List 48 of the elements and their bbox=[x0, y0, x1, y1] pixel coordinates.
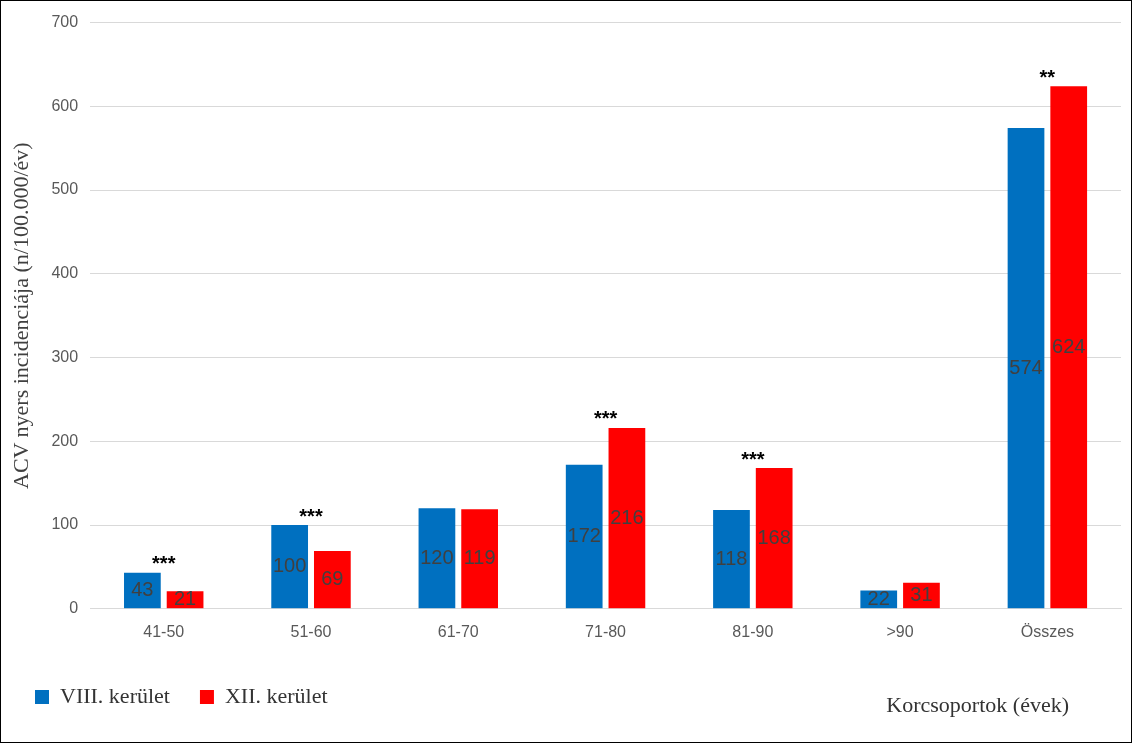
annotation: *** bbox=[741, 447, 765, 470]
y-tick-label: 400 bbox=[51, 264, 79, 282]
x-tick-label: 81-90 bbox=[732, 622, 774, 640]
annotation: *** bbox=[593, 407, 618, 430]
data-label: 21 bbox=[173, 587, 197, 610]
annotation: ** bbox=[1039, 65, 1056, 88]
legend-label: VIII. kerület bbox=[60, 682, 170, 708]
bar bbox=[313, 551, 351, 609]
bar bbox=[1050, 86, 1088, 609]
legend-label: XII. kerület bbox=[224, 682, 328, 708]
bar bbox=[713, 509, 750, 609]
y-tick-label: 200 bbox=[51, 431, 79, 449]
data-label: 31 bbox=[910, 583, 933, 606]
x-tick-label: 41-50 bbox=[143, 622, 185, 640]
bar bbox=[608, 427, 646, 609]
y-tick-label: 0 bbox=[69, 599, 79, 617]
x-axis-title: Korcsoportok (évek) bbox=[886, 692, 1069, 718]
bar bbox=[565, 464, 603, 609]
y-tick-label: 300 bbox=[51, 347, 79, 365]
data-label: 168 bbox=[757, 525, 791, 548]
data-label: 172 bbox=[567, 524, 601, 547]
y-tick-label: 500 bbox=[51, 180, 79, 198]
bar bbox=[418, 508, 456, 609]
data-label: 624 bbox=[1052, 334, 1086, 357]
bar bbox=[755, 468, 793, 609]
annotation: *** bbox=[299, 504, 323, 527]
bar bbox=[1007, 128, 1045, 609]
x-tick-label: 51-60 bbox=[290, 622, 332, 640]
bar bbox=[271, 525, 309, 609]
x-tick-label: 61-70 bbox=[437, 622, 479, 640]
x-tick-label: Összes bbox=[1020, 622, 1075, 640]
data-label: 22 bbox=[867, 586, 890, 609]
annotation: *** bbox=[152, 552, 176, 575]
bar bbox=[461, 509, 498, 609]
data-label: 216 bbox=[610, 505, 644, 528]
x-tick-label: 71-80 bbox=[585, 622, 627, 640]
data-label: 118 bbox=[715, 546, 748, 569]
data-label: 120 bbox=[420, 545, 454, 568]
y-tick-label: 600 bbox=[51, 96, 79, 114]
x-tick-label: >90 bbox=[886, 622, 914, 640]
y-tick-label: 700 bbox=[51, 13, 79, 31]
data-label: 119 bbox=[463, 546, 496, 569]
y-tick-label: 100 bbox=[51, 515, 79, 533]
data-label: 100 bbox=[272, 554, 307, 577]
data-label: 574 bbox=[1009, 355, 1043, 378]
y-axis-title: ACV nyers incidenciája (n/100.000/év) bbox=[7, 142, 33, 490]
data-label: 43 bbox=[131, 578, 154, 601]
data-label: 69 bbox=[321, 567, 344, 590]
